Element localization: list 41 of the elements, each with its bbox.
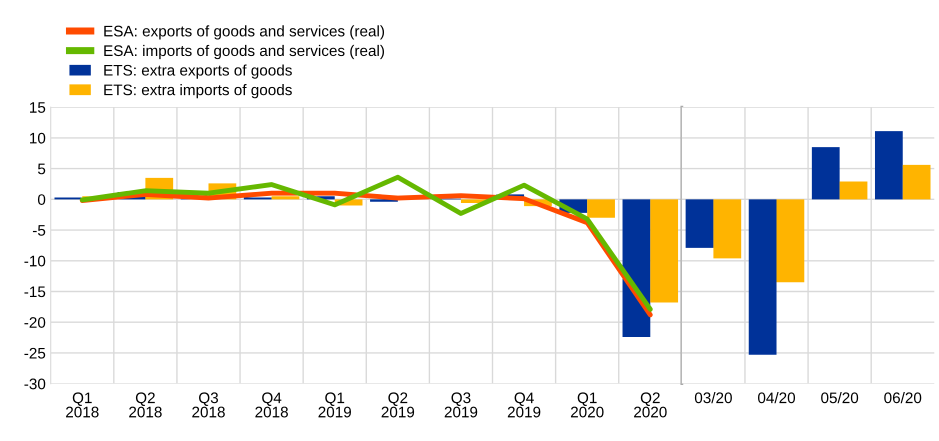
x-tick-label: Q2 2018 — [129, 392, 162, 418]
y-tick-label: -30 — [24, 378, 46, 390]
y-tick-label: -20 — [24, 317, 46, 328]
x-tick-label: Q4 2019 — [508, 392, 540, 418]
y-tick-label: 5 — [38, 164, 46, 174]
legend-label: ETS: extra exports of goods — [104, 64, 292, 79]
y-tick-label: 15 — [30, 102, 46, 113]
y-tick-label: 0 — [38, 194, 46, 206]
bar — [622, 199, 650, 337]
legend-label: ESA: exports of goods and services (real) — [104, 25, 384, 40]
bar — [748, 199, 777, 355]
x-tick-label: Q1 2020 — [570, 392, 604, 418]
bar — [686, 199, 714, 248]
y-tick-label: -10 — [24, 256, 46, 266]
y-tick-label: -25 — [24, 348, 46, 359]
bar — [812, 147, 840, 200]
legend-label: ETS: extra imports of goods — [104, 84, 292, 98]
x-tick-label: Q2 2020 — [634, 392, 667, 418]
x-tick-label: 06/20 — [884, 392, 922, 404]
line-series — [80, 174, 653, 312]
bar — [902, 164, 931, 200]
bar — [840, 182, 868, 200]
bar — [272, 196, 300, 200]
x-tick-label: Q4 2018 — [255, 392, 288, 418]
x-tick-label: Q3 2019 — [444, 392, 478, 418]
x-tick-label: Q2 2019 — [382, 392, 414, 418]
bar — [776, 199, 804, 282]
bar — [874, 131, 903, 200]
bar — [650, 199, 678, 303]
x-tick-label: Q1 2018 — [66, 392, 99, 418]
y-tick-label: 10 — [30, 132, 46, 144]
y-tick-label: -15 — [24, 286, 46, 298]
x-tick-label: 03/20 — [694, 392, 732, 404]
bar — [713, 199, 742, 258]
x-tick-label: Q3 2018 — [192, 392, 225, 418]
bar — [587, 199, 615, 218]
x-tick-label: Q1 2019 — [318, 392, 351, 418]
y-tick-label: -5 — [32, 225, 46, 236]
x-tick-label: 05/20 — [821, 392, 858, 404]
x-tick-label: 04/20 — [758, 392, 796, 404]
legend-label: ESA: imports of goods and services (real) — [104, 44, 384, 60]
